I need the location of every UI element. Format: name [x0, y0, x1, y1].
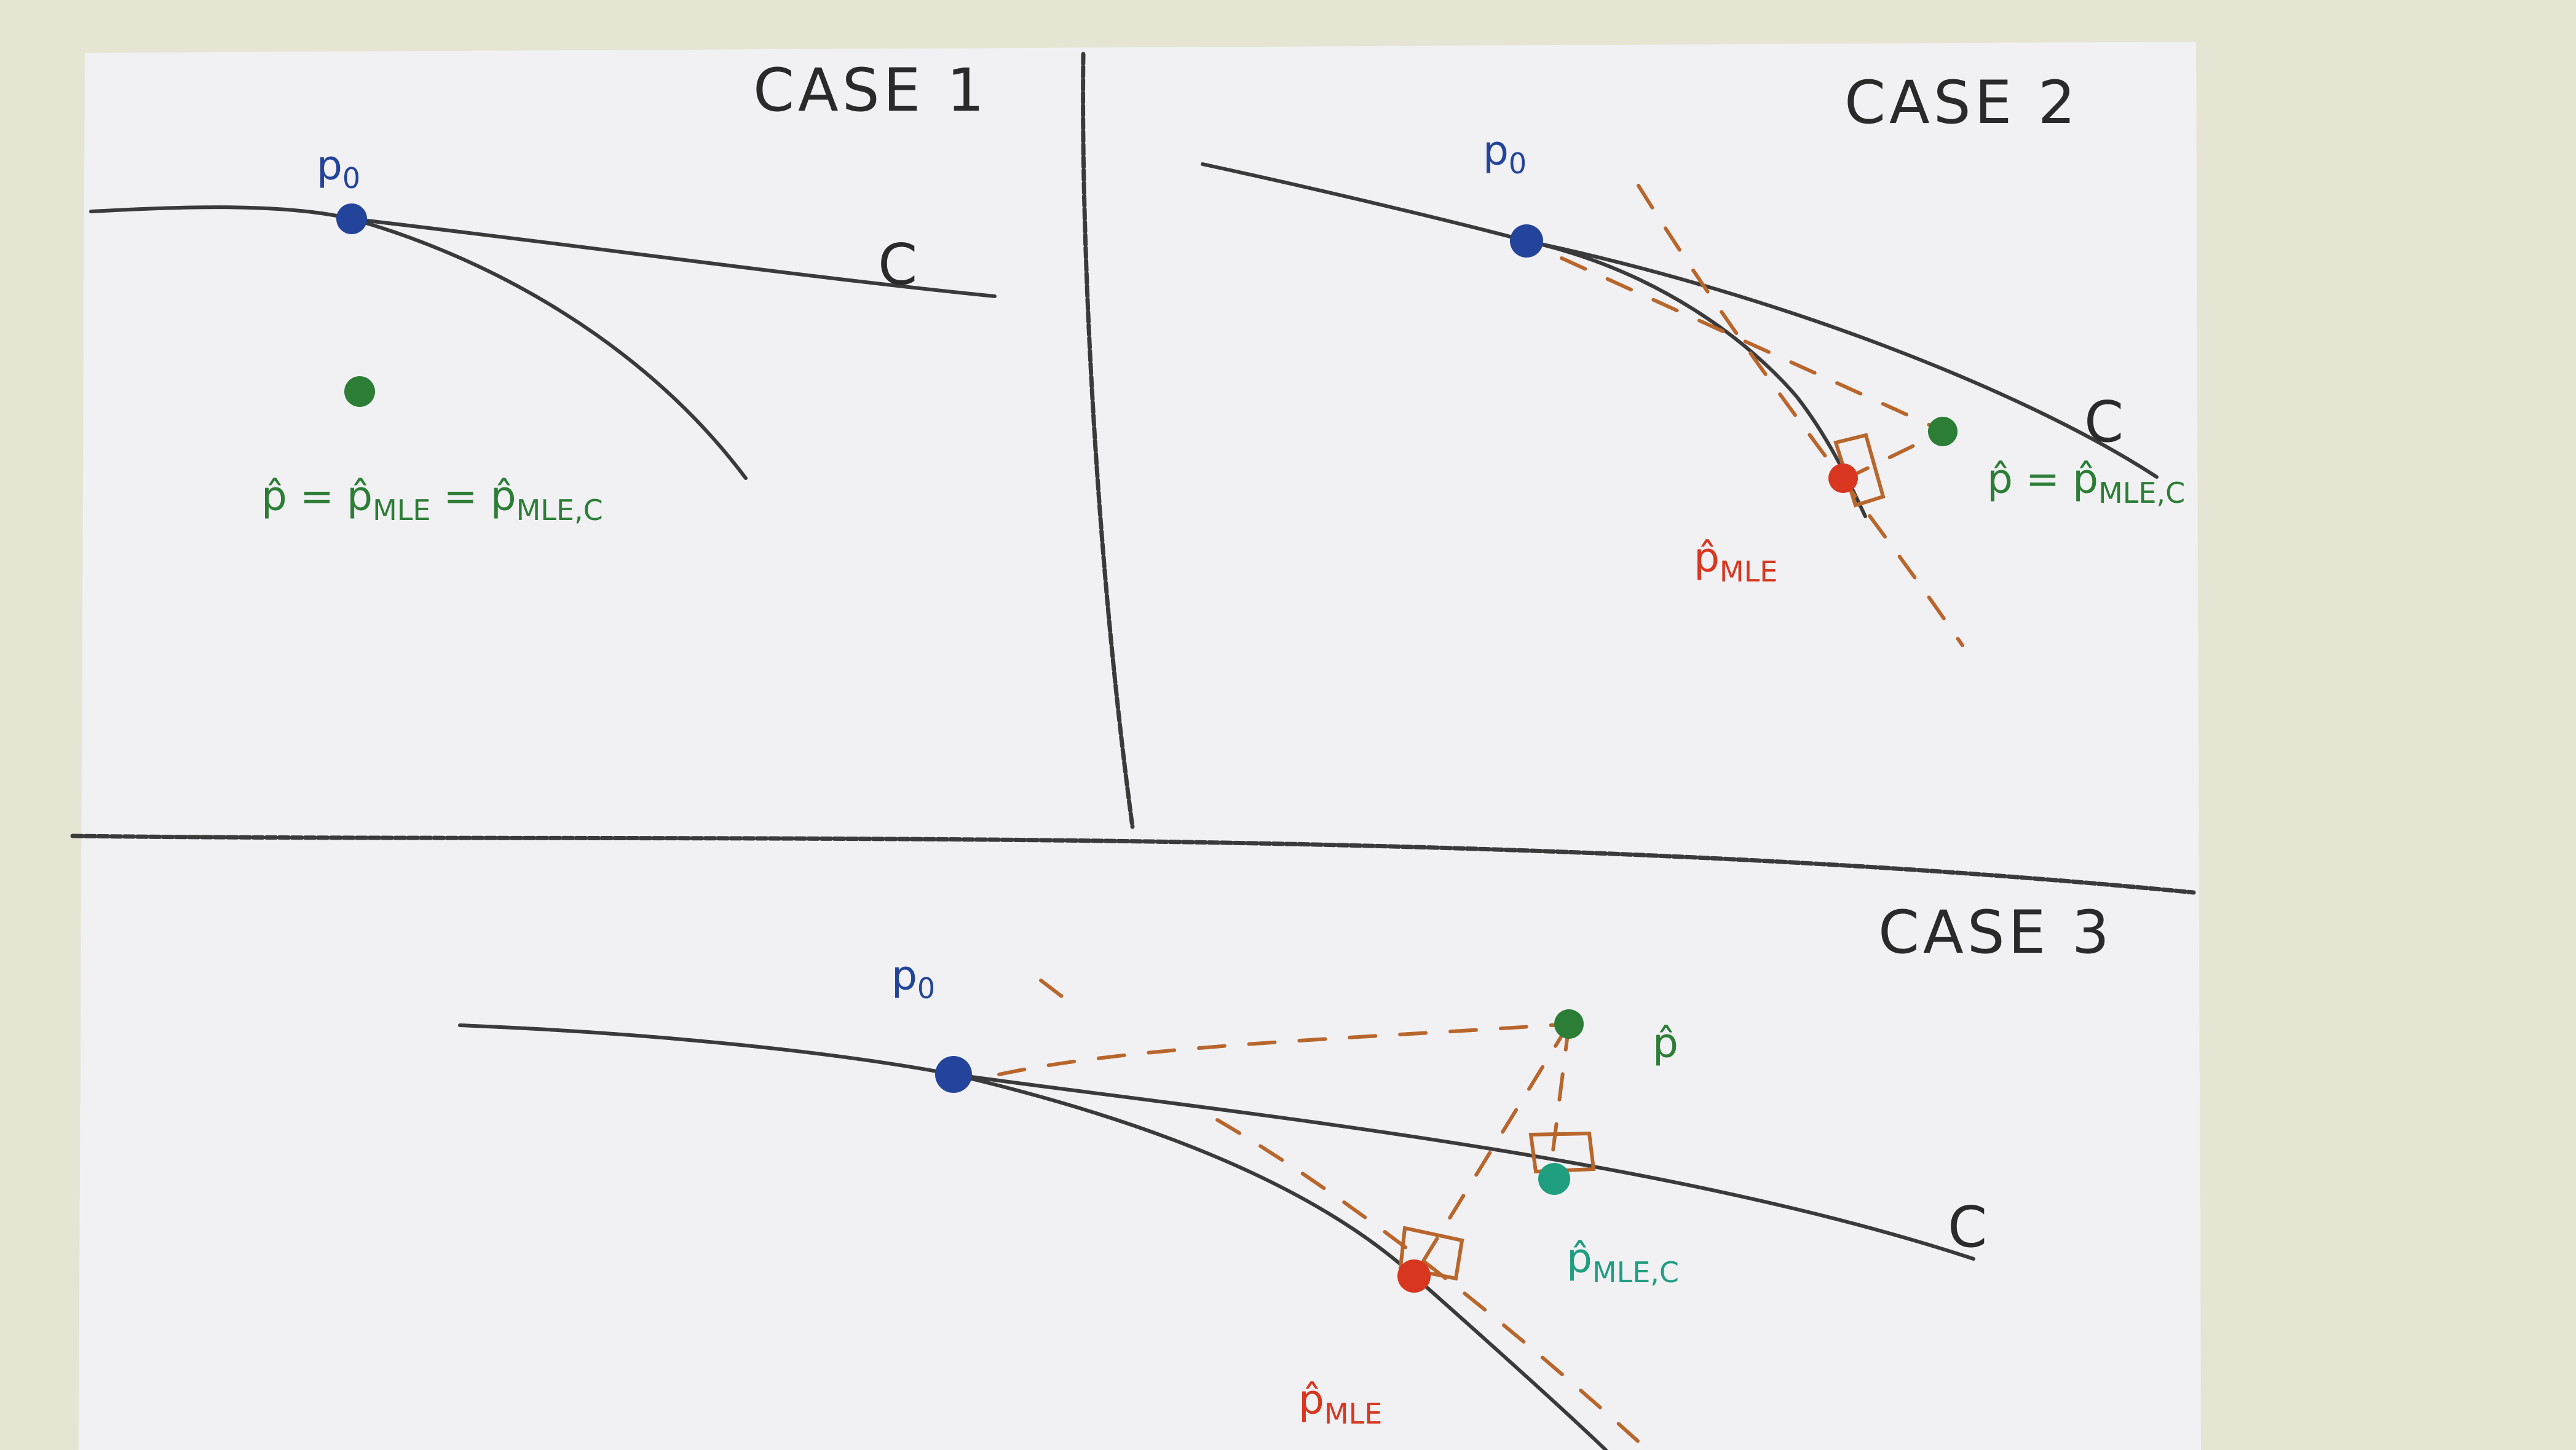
case-2-tangent-dash: [1637, 184, 1964, 647]
case-3-mle-c-label: p̂MLE,C: [1567, 1235, 1679, 1289]
case-2-curve-label: C: [2084, 389, 2124, 455]
case-3-mle-label: p̂MLE: [1298, 1376, 1382, 1430]
case-2-mle-point: [1828, 463, 1858, 493]
case-3-curve-label: C: [1948, 1194, 1987, 1260]
case-1-estimate-label: p̂ = p̂MLE = p̂MLE,C: [261, 473, 603, 527]
case-1-curve-label: C: [878, 232, 917, 297]
case-1-curve-c: [89, 205, 997, 298]
case-3-phat-dash: [997, 1022, 1571, 1076]
case-3-phat-label: p̂: [1653, 1020, 1678, 1067]
case-3-mle-point: [1397, 1259, 1431, 1293]
case-1-panel: CASE 1 C p0 p̂ = p̂MLE = p̂MLE,C: [89, 56, 997, 527]
case-2-curve-c: [1201, 162, 2159, 479]
paper-sheet: [79, 42, 2201, 1450]
case-3-right-angle-marker-c: [1528, 1131, 1596, 1174]
case-1-p0-label: p0: [317, 142, 360, 195]
horizontal-divider: [70, 833, 2196, 895]
case-2-p0-label: p0: [1483, 127, 1527, 180]
case-2-mle-label: p̂MLE: [1694, 534, 1777, 588]
case-2-projection-dash: [1560, 256, 1946, 433]
case-3-curve-c: [458, 1023, 1975, 1261]
case-2-normal-dash: [1843, 430, 1945, 481]
case-3-p0-point: [935, 1056, 972, 1093]
case-2-title: CASE 2: [1844, 68, 2079, 137]
case-3-title: CASE 3: [1878, 898, 2113, 967]
case-2-estimate-point: [1928, 417, 1958, 446]
case-3-p0-label: p0: [891, 952, 935, 1005]
case-3-normal-to-curve-dash: [1547, 1022, 1571, 1182]
case-3-normal-to-model-dash: [1412, 1022, 1571, 1278]
case-1-estimate-point: [344, 376, 375, 407]
case-2-p0-point: [1510, 224, 1543, 258]
case-3-model-curve: [952, 1073, 1608, 1450]
case-3-phat-point: [1554, 1009, 1584, 1039]
case-2-panel: CASE 2 C p0 p̂MLE p̂ = p̂MLE,C: [1201, 68, 2185, 647]
case-3-right-angle-marker-mle: [1398, 1226, 1464, 1281]
case-3-tangent-dash: [1215, 1118, 1650, 1450]
case-3-upper-dash: [1039, 979, 1079, 1010]
case-1-model-curve: [350, 217, 748, 480]
case-2-estimate-label: p̂ = p̂MLE,C: [1987, 455, 2185, 510]
case-1-title: CASE 1: [753, 56, 988, 125]
case-1-p0-point: [336, 203, 367, 234]
vertical-divider: [1081, 52, 1135, 829]
case-3-mle-c-point: [1538, 1163, 1570, 1195]
case-3-panel: CASE 3 C p0 p̂ p̂MLE,C p̂MLE: [458, 898, 2113, 1450]
